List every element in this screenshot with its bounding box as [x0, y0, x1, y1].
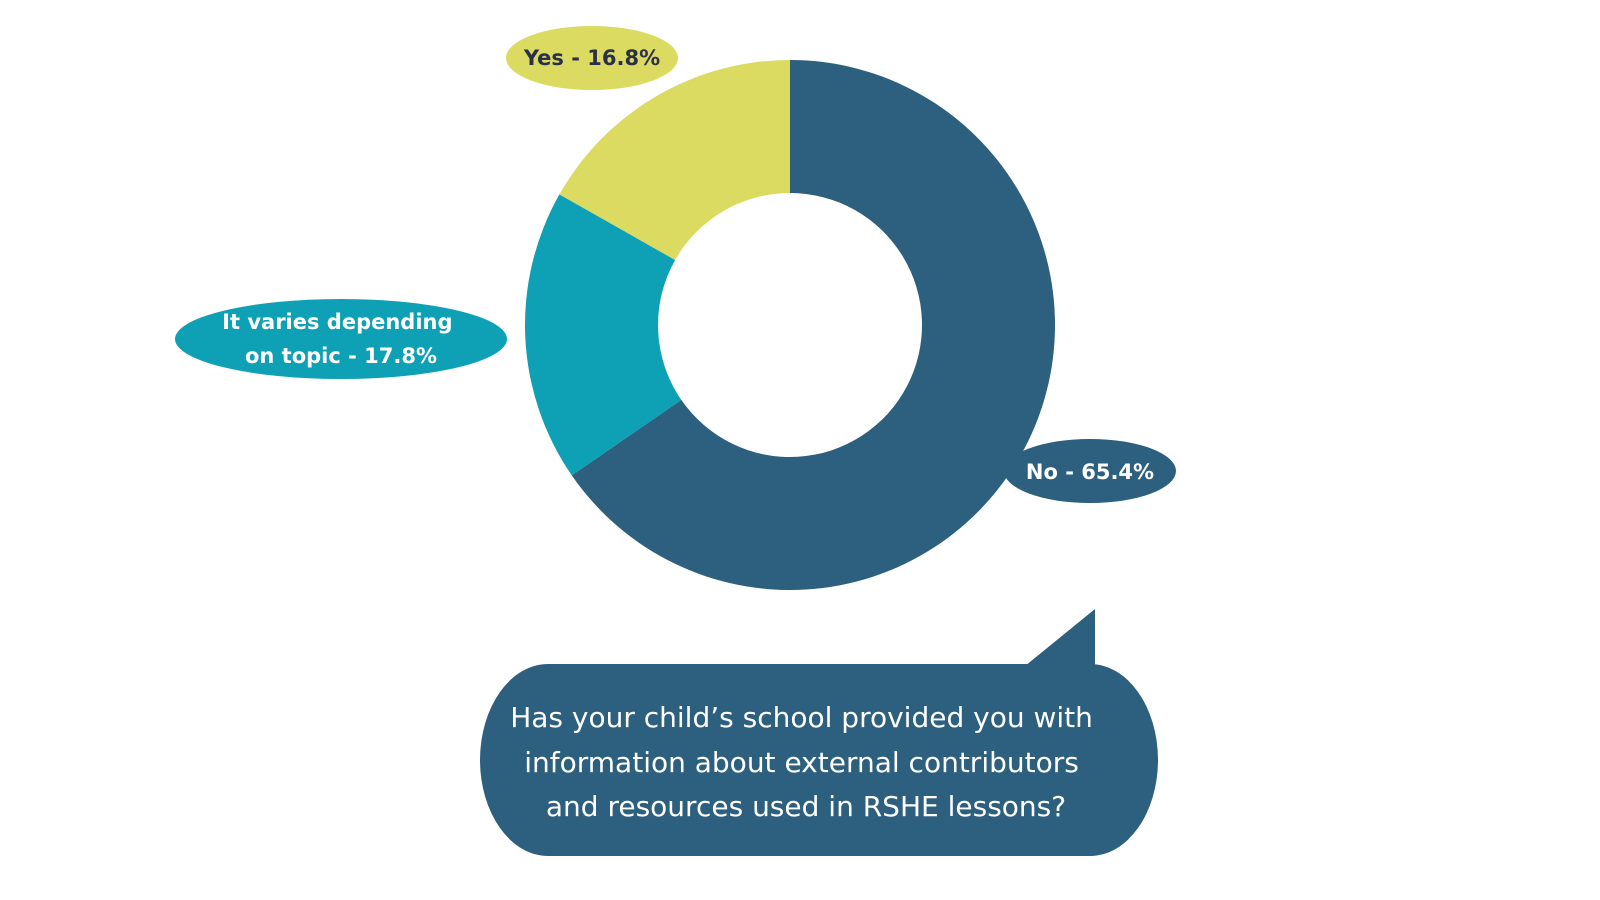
- speech-bubble-shape: [480, 664, 1158, 856]
- donut-slice-varies: [525, 194, 682, 476]
- data-label-varies: It varies depending on topic - 17.8%: [222, 310, 460, 368]
- question-line-1: Has your child’s school provided you wit…: [510, 701, 1093, 734]
- speech-bubble-tail: [1025, 609, 1095, 676]
- question-line-3: and resources used in RSHE lessons?: [546, 790, 1066, 823]
- label-pill-no: No - 65.4%: [1004, 439, 1176, 503]
- question-bubble: Has your child’s school provided you wit…: [480, 609, 1158, 856]
- question-text: Has your child’s school provided you wit…: [510, 701, 1102, 823]
- donut-slice-no: [571, 60, 1055, 590]
- pill-yes-shape: [506, 26, 678, 90]
- label-pill-yes: Yes - 16.8%: [506, 26, 678, 90]
- data-label-yes: Yes - 16.8%: [523, 46, 660, 70]
- donut-slice-yes: [559, 60, 790, 260]
- data-label-varies-line-2: on topic - 17.8%: [245, 344, 437, 368]
- donut-slices: [525, 60, 1055, 590]
- pill-varies-shape: [175, 299, 507, 379]
- question-line-2: information about external contributors: [524, 746, 1079, 779]
- data-label-varies-line-1: It varies depending: [222, 310, 452, 334]
- pill-no-shape: [1004, 439, 1176, 503]
- label-pill-varies: It varies depending on topic - 17.8%: [175, 299, 507, 379]
- data-label-no: No - 65.4%: [1026, 460, 1154, 484]
